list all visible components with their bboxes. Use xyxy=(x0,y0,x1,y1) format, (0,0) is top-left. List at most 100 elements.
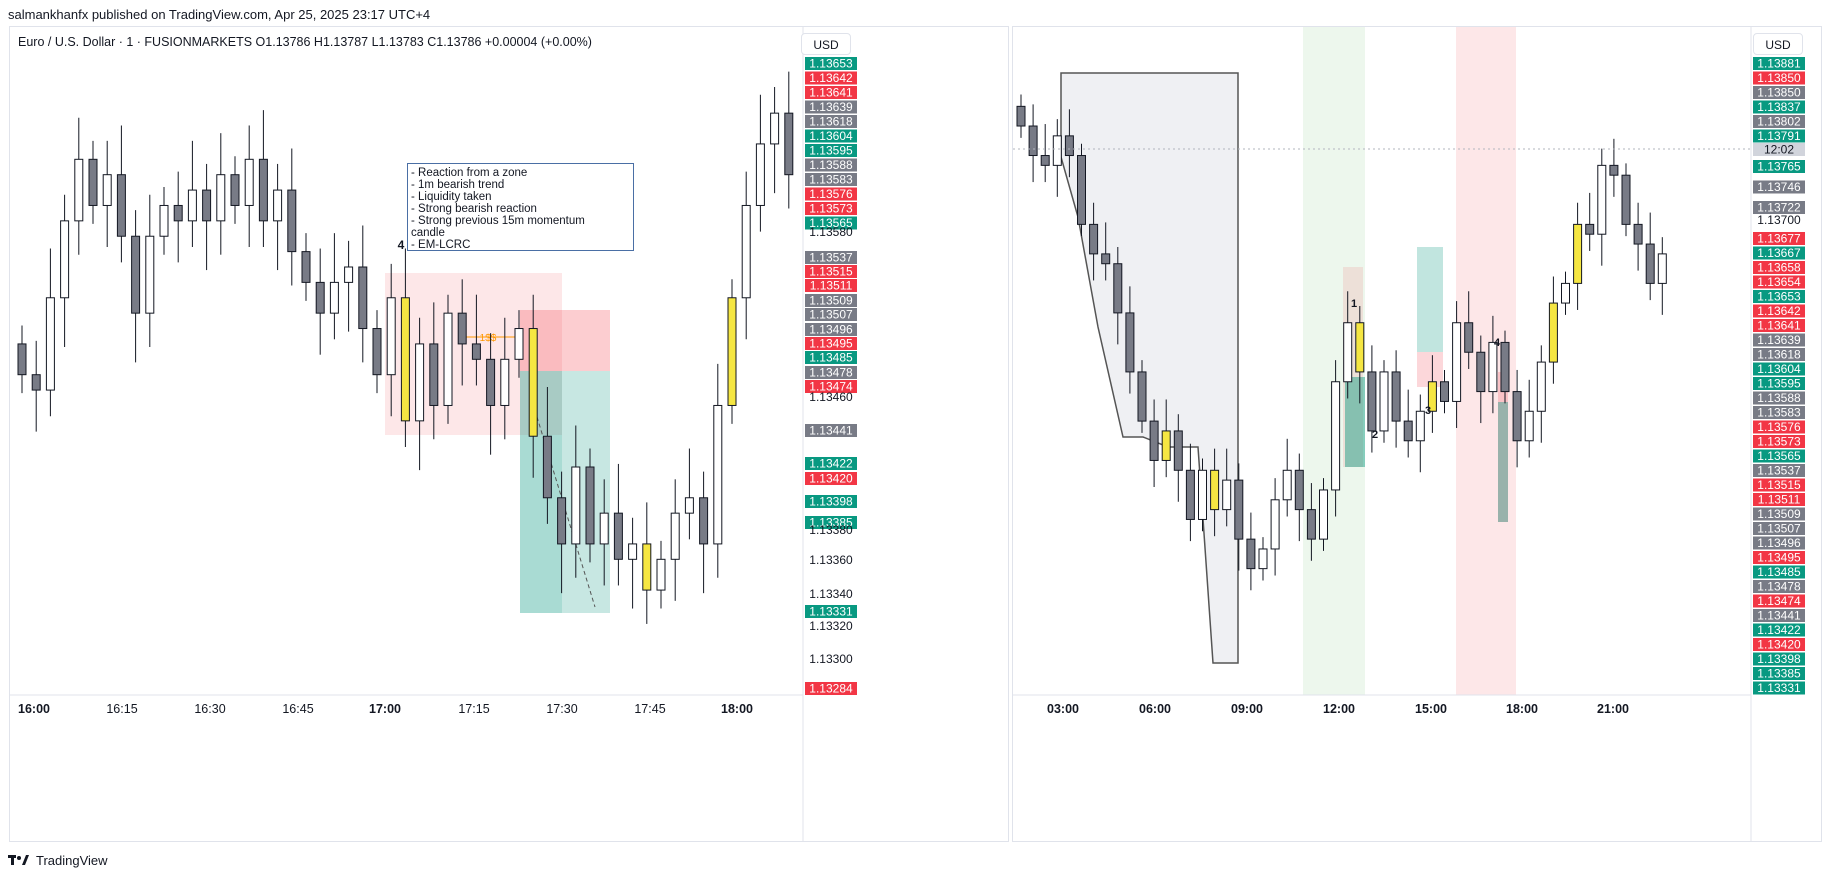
price-label-bg xyxy=(805,495,857,508)
price-label: 1.13573 xyxy=(809,202,853,216)
price-label: 1.13677 xyxy=(1757,232,1801,246)
candle-body xyxy=(670,512,680,560)
price-label: 1.13511 xyxy=(810,279,853,293)
y-tick-label: 1.13460 xyxy=(809,390,853,404)
price-label-bg xyxy=(805,308,857,321)
candle-body xyxy=(727,297,737,406)
price-label: 1.13583 xyxy=(809,173,853,187)
price-label-bg xyxy=(805,57,857,70)
price-label: 1.13474 xyxy=(809,380,853,394)
price-label-bg xyxy=(1753,507,1805,521)
price-label: 1.13385 xyxy=(809,516,853,530)
candle-body xyxy=(344,266,354,283)
candle-body xyxy=(45,297,55,391)
x-tick-label: 06:00 xyxy=(1139,702,1171,716)
candle-body xyxy=(656,558,666,591)
candle-body xyxy=(358,266,368,330)
price-label: 1.13642 xyxy=(809,71,853,85)
price-label: 1.13495 xyxy=(1757,551,1801,565)
price-label: 1.13485 xyxy=(1757,565,1801,579)
published-text: salmankhanfx published on TradingView.co… xyxy=(8,7,431,22)
price-label-bg xyxy=(1753,246,1805,260)
price-label: 1.13667 xyxy=(1757,246,1801,260)
price-label: 1.13595 xyxy=(809,144,853,158)
candle-body xyxy=(1427,381,1437,412)
price-label-bg xyxy=(805,380,857,393)
left-chart-canvas[interactable]: 1$$41.136531.136421.136411.136391.136181… xyxy=(10,27,1009,842)
price-label: 1.13474 xyxy=(1757,594,1801,608)
price-label-bg xyxy=(805,251,857,264)
candle-body xyxy=(1657,253,1667,284)
candle-body xyxy=(1355,322,1365,373)
price-label: 1.13746 xyxy=(1757,180,1801,194)
right-chart-canvas[interactable]: 12341.138811.138501.138501.138371.138021… xyxy=(1013,27,1822,842)
candle-body xyxy=(173,204,183,222)
price-label: 1.13515 xyxy=(1757,478,1801,492)
price-label: 1.13511 xyxy=(1758,493,1801,507)
candle-body xyxy=(1258,548,1268,570)
price-label-bg xyxy=(805,279,857,292)
price-label-bg xyxy=(1753,57,1805,70)
candle-body xyxy=(1415,410,1425,442)
candle-body xyxy=(372,328,382,376)
candle-body xyxy=(88,158,98,206)
candle-body xyxy=(1524,410,1534,442)
price-label-bg xyxy=(1753,377,1805,390)
trade-marker-2: 2 xyxy=(1372,429,1378,441)
candle-body xyxy=(1185,469,1195,520)
candle-body xyxy=(741,204,751,299)
trade-box-4 xyxy=(1498,372,1508,522)
price-label-bg xyxy=(1753,160,1805,173)
marker-4: 4 xyxy=(398,238,405,252)
price-label: 1.13496 xyxy=(809,323,853,337)
price-label-bg xyxy=(1753,115,1805,128)
price-label-bg xyxy=(805,472,857,485)
price-label: 1.13576 xyxy=(809,187,853,201)
trade-box-3-sl xyxy=(1417,352,1443,387)
candle-body xyxy=(1052,135,1062,166)
candle-body xyxy=(301,251,311,283)
price-label: 1.13496 xyxy=(1757,536,1801,550)
candle-body xyxy=(60,220,70,299)
price-label-bg xyxy=(1753,348,1805,361)
price-label-bg xyxy=(1753,551,1805,564)
price-label: 1.13618 xyxy=(1757,348,1801,362)
price-label-bg xyxy=(1753,261,1805,274)
candle-body xyxy=(1319,489,1328,540)
candle-body xyxy=(1464,322,1474,353)
candle-body xyxy=(102,174,112,206)
note-line: - 1m bearish trend xyxy=(411,179,505,191)
candle-body xyxy=(1294,469,1304,511)
candle-body xyxy=(415,343,425,422)
currency-button-right[interactable]: USD xyxy=(1753,33,1803,55)
x-tick-label: 16:45 xyxy=(282,702,313,716)
candle-body xyxy=(1367,371,1377,432)
y-tick-label: 1.13380 xyxy=(809,523,853,537)
price-label-bg xyxy=(1753,681,1805,695)
candle-body xyxy=(1476,351,1486,393)
price-label-bg xyxy=(1753,100,1805,114)
currency-button[interactable]: USD xyxy=(801,33,851,55)
candle-body xyxy=(443,312,453,406)
candle-body xyxy=(471,343,481,360)
candle-body xyxy=(628,543,638,560)
price-label-bg xyxy=(1753,129,1805,143)
price-label-bg xyxy=(1753,623,1805,637)
price-label-bg xyxy=(805,158,857,172)
right-chart-pane[interactable]: USD 1 2 3 4 1.13881 1.13850 1.13850 1.13837 1.13… xyxy=(1012,26,1822,842)
symbol-header: Euro / U.S. Dollar · 1 · FUSIONMARKETS O… xyxy=(18,35,592,49)
price-label-bg xyxy=(1753,609,1805,622)
price-label-bg xyxy=(1753,652,1805,666)
candle-body xyxy=(755,143,765,206)
candle-body xyxy=(1149,420,1159,461)
candle-body xyxy=(1379,371,1389,432)
left-chart-pane[interactable]: Euro / U.S. Dollar · 1 · FUSIONMARKETS O… xyxy=(9,26,1009,842)
price-label: 1.13837 xyxy=(1757,100,1801,114)
price-label: 1.13653 xyxy=(1757,290,1801,304)
candle-body xyxy=(1633,223,1643,245)
candle-body xyxy=(514,328,524,360)
candle-body xyxy=(1246,538,1256,570)
candle-body xyxy=(784,112,794,176)
price-label-bg xyxy=(1753,290,1805,303)
x-tick-label: 18:00 xyxy=(1506,702,1538,716)
